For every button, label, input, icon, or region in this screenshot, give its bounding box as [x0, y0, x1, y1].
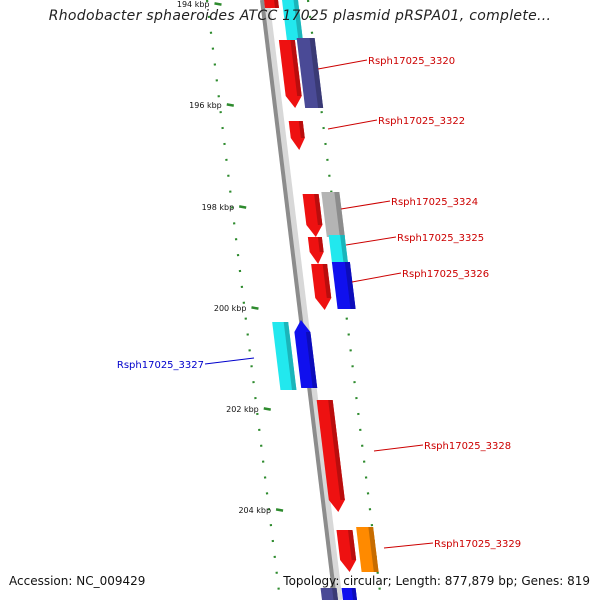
gene-label-leader	[340, 200, 391, 210]
cds-shading	[305, 332, 318, 388]
scale-tick-label: 204 kbp	[238, 506, 271, 515]
cds-shading	[332, 588, 339, 600]
scale-tick-label: 196 kbp	[189, 101, 222, 110]
scale-tick-label: 198 kbp	[202, 203, 235, 212]
gene-label[interactable]: Rsph17025_3326	[402, 269, 489, 280]
scale-tick-mark	[251, 306, 259, 310]
cds-shading	[351, 588, 358, 600]
cds-shading	[340, 235, 349, 264]
map-title: Rhodobacter sphaeroides ATCC 17025 plasm…	[48, 8, 552, 24]
topology-summary: Topology: circular; Length: 877,879 bp; …	[283, 574, 590, 588]
gene-label-leader	[351, 272, 402, 283]
cds-shading	[322, 264, 332, 298]
cds-shading	[334, 192, 345, 237]
backbone-line	[260, 0, 337, 600]
cds-features	[263, 0, 379, 600]
gene-label[interactable]: Rsph17025_3328	[424, 441, 511, 452]
gene-label-leader	[327, 119, 378, 130]
cds-shading	[314, 194, 323, 225]
scale-tick-mark	[226, 103, 234, 107]
gene-label[interactable]: Rsph17025_3322	[378, 116, 465, 127]
cds-shading	[328, 400, 345, 500]
cds-shading	[290, 40, 302, 96]
cds-shading	[368, 527, 379, 572]
scale-tick-label: 194 kbp	[177, 0, 210, 9]
gene-label-leader	[317, 59, 368, 70]
cds-shading	[293, 0, 303, 40]
gene-label-leader	[345, 236, 397, 246]
cds-shading	[309, 38, 324, 108]
scale-tick-mark	[238, 205, 247, 209]
scale-ticks: 194 kbp 196 kbp 198 kbp 200 kbp 202 kbp 204 k…	[177, 0, 284, 515]
cds-shading	[317, 237, 324, 252]
cds-shading	[283, 322, 297, 390]
gene-label[interactable]: Rsph17025_3320	[368, 56, 455, 67]
cds-shading	[344, 262, 356, 309]
scale-tick-label: 202 kbp	[226, 405, 259, 414]
plasmid-backbone	[260, 0, 343, 600]
gene-label[interactable]: Rsph17025_3329	[434, 539, 521, 550]
scale-tick-mark	[275, 508, 284, 512]
gene-label-leader	[373, 444, 424, 452]
backbone-shadow	[262, 0, 343, 600]
cds-shading	[274, 0, 279, 8]
gene-label-leader	[204, 357, 255, 365]
gene-label-leader	[383, 542, 434, 549]
cds-shading	[348, 530, 357, 560]
cds-shading	[298, 121, 305, 138]
gene-labels: Rsph17025_3320 Rsph17025_3322 Rsph17025_33…	[117, 56, 521, 550]
cds-feature	[316, 400, 345, 512]
gene-label[interactable]: Rsph17025_3327	[117, 360, 204, 371]
scale-tick-mark	[263, 407, 271, 411]
scale-tick-mark	[214, 2, 222, 6]
accession-text: Accession: NC_009429	[9, 574, 146, 588]
gene-label[interactable]: Rsph17025_3324	[391, 197, 478, 208]
scale-tick-label: 200 kbp	[214, 304, 247, 313]
gene-label[interactable]: Rsph17025_3325	[397, 233, 484, 244]
